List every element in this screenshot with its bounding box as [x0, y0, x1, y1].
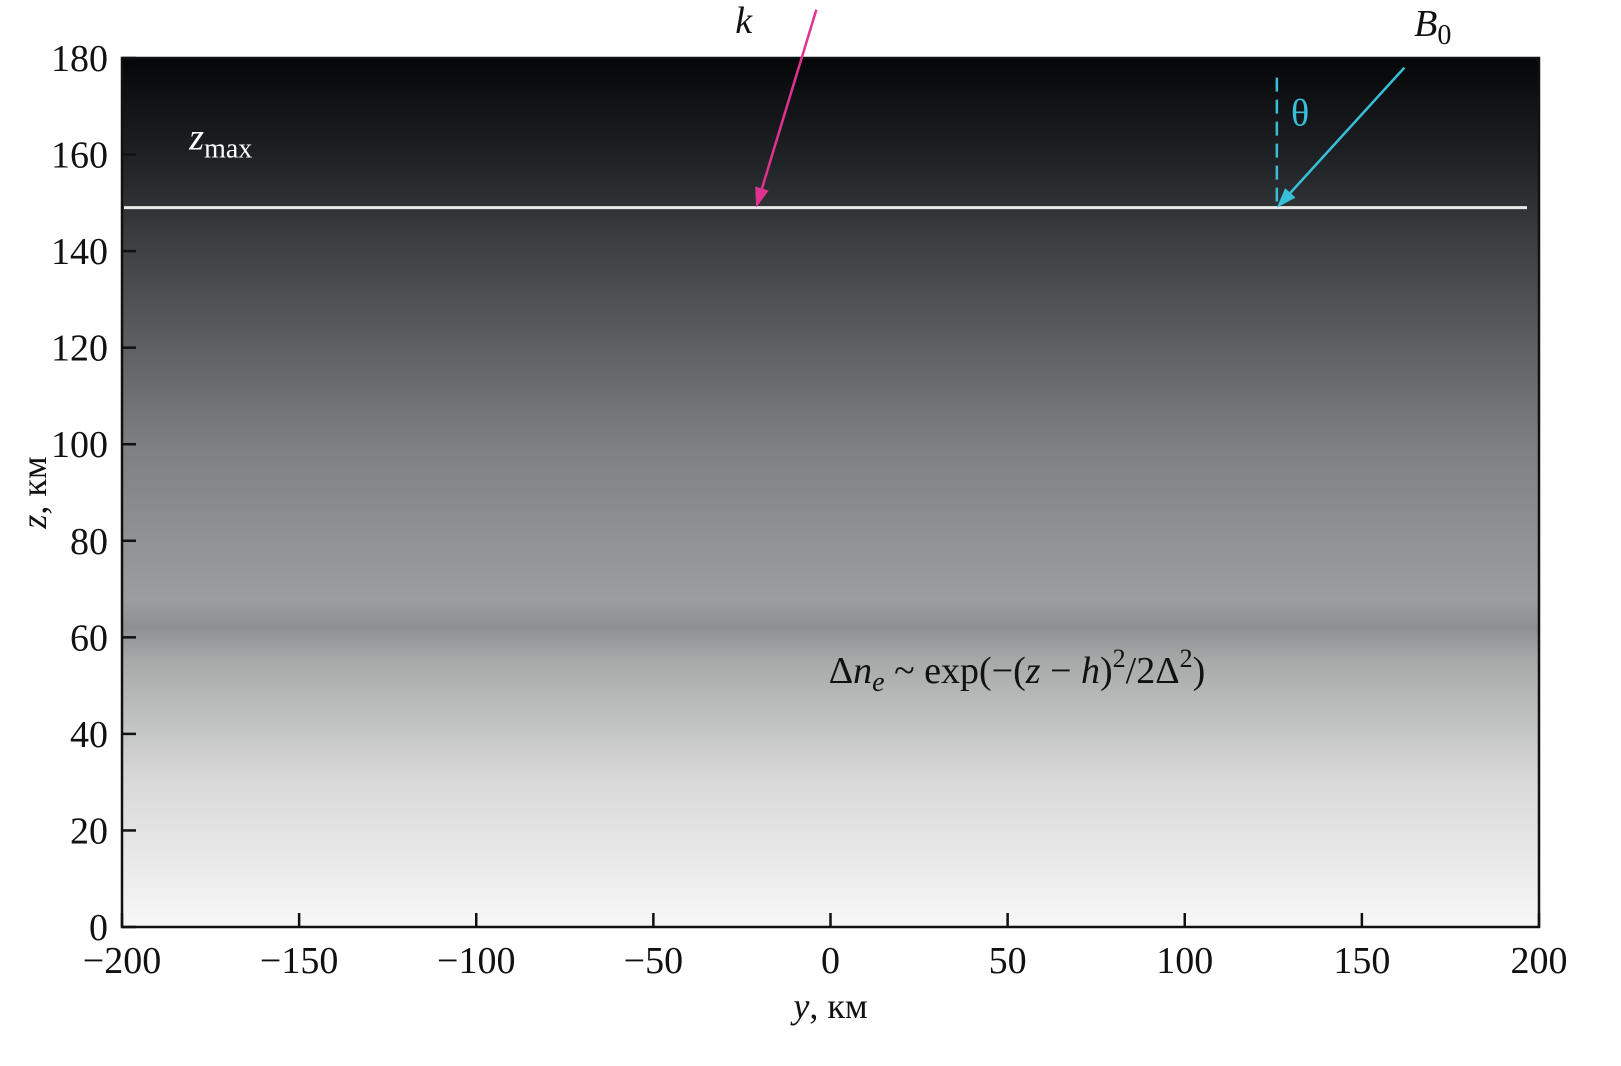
b0-label-sub: 0	[1437, 20, 1451, 51]
y-tick-label: 40	[70, 714, 108, 756]
zmax-label-var: z	[188, 117, 204, 159]
formula-z: z	[1025, 650, 1041, 692]
x-tick-label: 50	[989, 940, 1027, 982]
y-tick-label: 140	[51, 231, 108, 273]
y-axis-ticks	[122, 56, 136, 929]
y-tick-label: 120	[51, 328, 108, 370]
formula-tilde: ~ exp(−(	[885, 650, 1026, 692]
b0-vector-label: B0	[1414, 3, 1451, 51]
formula-sq1: 2	[1113, 644, 1126, 673]
formula-minus: −	[1041, 650, 1081, 692]
formula-e-sub: e	[872, 667, 884, 698]
y-tick-label: 180	[51, 38, 108, 80]
formula-delta: Δ	[829, 650, 853, 692]
y-axis-tick-labels: 0 20 40 60 80 100 120 140 160 180	[51, 38, 108, 949]
b0-vector-arrowhead	[1276, 188, 1296, 208]
x-tick-label: −50	[624, 940, 683, 982]
formula-close1: )	[1100, 650, 1113, 692]
formula-div: /2Δ	[1126, 650, 1180, 692]
x-axis-title: y, км	[790, 986, 867, 1026]
formula-sq2: 2	[1180, 644, 1193, 673]
x-tick-label: 100	[1156, 940, 1213, 982]
y-tick-label: 0	[89, 907, 108, 949]
formula-n: n	[853, 650, 872, 692]
x-axis-tick-labels: −200 −150 −100 −50 0 50 100 150 200	[83, 940, 1568, 982]
x-axis-var: y	[790, 986, 809, 1026]
x-tick-label: −100	[437, 940, 515, 982]
k-vector-arrowhead	[755, 186, 769, 208]
x-tick-label: −200	[83, 940, 161, 982]
zmax-label: zmax	[188, 117, 252, 165]
x-axis-unit: , км	[809, 986, 867, 1026]
x-tick-label: 200	[1511, 940, 1568, 982]
x-tick-label: 0	[821, 940, 840, 982]
y-tick-label: 160	[51, 135, 108, 177]
y-tick-label: 80	[70, 521, 108, 563]
zmax-label-sub: max	[204, 134, 252, 165]
x-tick-label: −150	[260, 940, 338, 982]
y-tick-label: 100	[51, 424, 108, 466]
y-tick-label: 20	[70, 810, 108, 852]
formula-close2: )	[1193, 650, 1206, 692]
y-tick-label: 60	[70, 617, 108, 659]
formula-h: h	[1081, 650, 1100, 692]
b0-vector-arrow	[1289, 66, 1406, 194]
x-axis-ticks	[120, 913, 1541, 927]
density-formula: Δne ~ exp(−(z − h)2/2Δ2)	[829, 644, 1206, 698]
y-axis-unit: , км	[14, 456, 54, 514]
k-vector-arrow	[760, 9, 818, 189]
y-axis-var: z	[14, 515, 54, 530]
b0-label-var: B	[1414, 3, 1437, 45]
k-vector-label: k	[735, 0, 753, 42]
y-axis-title: z, км	[14, 456, 54, 529]
x-tick-label: 150	[1333, 940, 1390, 982]
theta-label: θ	[1291, 93, 1309, 135]
heatmap-background	[122, 58, 1539, 927]
